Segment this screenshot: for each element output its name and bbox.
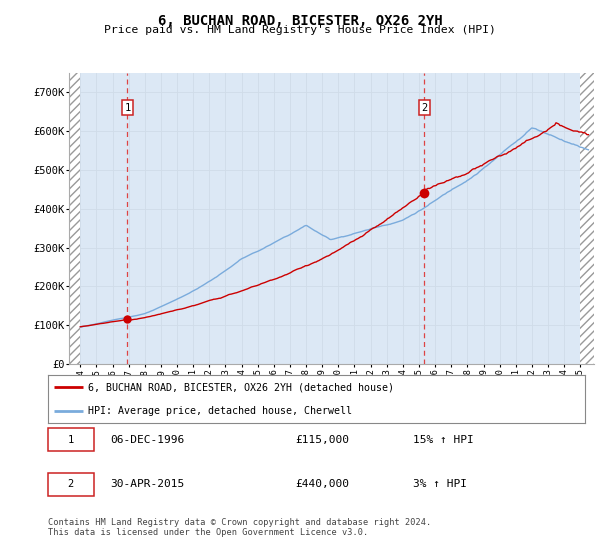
Text: 2: 2 xyxy=(421,102,427,113)
Bar xyxy=(48,428,94,451)
Text: 3% ↑ HPI: 3% ↑ HPI xyxy=(413,479,467,489)
Text: Price paid vs. HM Land Registry's House Price Index (HPI): Price paid vs. HM Land Registry's House … xyxy=(104,25,496,35)
Text: HPI: Average price, detached house, Cherwell: HPI: Average price, detached house, Cher… xyxy=(88,406,352,416)
Bar xyxy=(48,473,94,496)
Bar xyxy=(580,73,594,364)
Text: 6, BUCHAN ROAD, BICESTER, OX26 2YH: 6, BUCHAN ROAD, BICESTER, OX26 2YH xyxy=(158,14,442,28)
Text: 1: 1 xyxy=(68,435,74,445)
Text: 1: 1 xyxy=(124,102,131,113)
Text: 30-APR-2015: 30-APR-2015 xyxy=(110,479,184,489)
Bar xyxy=(69,73,80,364)
Text: 06-DEC-1996: 06-DEC-1996 xyxy=(110,435,184,445)
Text: Contains HM Land Registry data © Crown copyright and database right 2024.
This d: Contains HM Land Registry data © Crown c… xyxy=(48,518,431,538)
Text: 15% ↑ HPI: 15% ↑ HPI xyxy=(413,435,474,445)
Text: 6, BUCHAN ROAD, BICESTER, OX26 2YH (detached house): 6, BUCHAN ROAD, BICESTER, OX26 2YH (deta… xyxy=(88,382,394,392)
Text: 2: 2 xyxy=(68,479,74,489)
Text: £115,000: £115,000 xyxy=(295,435,349,445)
Text: £440,000: £440,000 xyxy=(295,479,349,489)
